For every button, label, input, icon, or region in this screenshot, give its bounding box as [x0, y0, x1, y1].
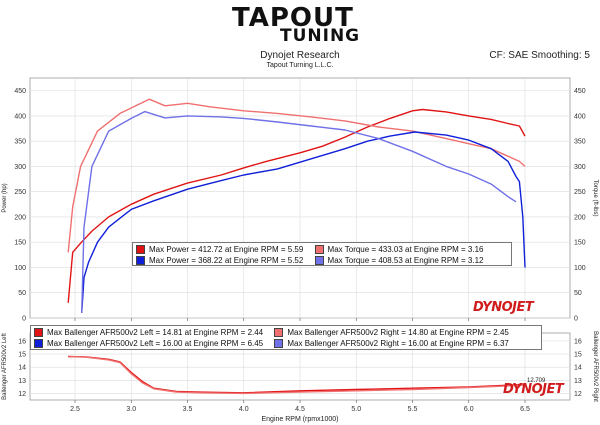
y-tick-label-left: 200: [14, 214, 26, 221]
y-tick-label-right: 12: [574, 391, 582, 398]
dynojet-logo: DYNOJET: [473, 300, 534, 315]
legend-item: Max Ballenger AFR500v2 Left = 16.00 at E…: [31, 338, 263, 349]
y-tick-label-right: 13: [574, 378, 582, 385]
chart-title: Dynojet Research: [260, 50, 340, 61]
tuning-logo: TUNING: [280, 26, 361, 46]
y-tick-label-left: 0: [22, 316, 26, 323]
y-axis-label-left: Power (hp): [2, 183, 8, 212]
x-tick-label: 4.5: [295, 406, 305, 413]
legend-swatch-red: [136, 245, 145, 254]
y-tick-label-left: 100: [14, 265, 26, 272]
tapout-logo: TAPOUT: [232, 3, 354, 33]
y-tick-label-right: 100: [574, 265, 586, 272]
legend-swatch-blue: [34, 339, 43, 348]
y-tick-label-right: 300: [574, 164, 586, 171]
legend-swatch-red-light: [274, 328, 284, 337]
legend-text: Max Power = 368.22 at Engine RPM = 5.52: [149, 256, 304, 265]
legend-text: Max Ballenger AFR500v2 Left = 16.00 at E…: [47, 339, 264, 348]
legend-swatch-red-light: [314, 245, 324, 254]
power-legend: Max Power = 412.72 at Engine RPM = 5.59 …: [132, 242, 512, 266]
y-tick-label-left: 250: [14, 189, 26, 196]
series-line: [67, 108, 526, 303]
y-tick-label-right: 50: [574, 290, 582, 297]
chart-subtitle: Tapout Turning L.L.C.: [266, 62, 334, 69]
legend-item: Max Torque = 433.03 at Engine RPM = 3.16: [312, 244, 484, 255]
y-tick-label-right: 250: [574, 189, 586, 196]
legend-text: Max Ballenger AFR500v2 Right = 14.80 at …: [287, 328, 509, 337]
series-line: [81, 131, 526, 313]
series-line: [81, 110, 517, 313]
dynojet-logo: DYNOJET: [503, 382, 564, 397]
afr-legend: Max Ballenger AFR500v2 Left = 14.81 at E…: [30, 325, 542, 350]
x-tick-label: 6.0: [464, 406, 474, 413]
y-axis-label-right: Torque (ft-lbs): [592, 179, 598, 216]
y-tick-label-right: 400: [574, 113, 586, 120]
series-line: [69, 355, 526, 395]
x-tick-label: 2.5: [70, 406, 80, 413]
y-axis-label-right: Ballenger AFR500v2 Right: [592, 331, 598, 402]
legend-item: Max Ballenger AFR500v2 Left = 14.81 at E…: [31, 327, 263, 338]
legend-text: Max Ballenger AFR500v2 Right = 16.00 at …: [287, 339, 509, 348]
y-tick-label-right: 15: [574, 352, 582, 359]
y-tick-label-right: 150: [574, 240, 586, 247]
y-tick-label-right: 14: [574, 365, 582, 372]
correction-factor-label: CF: SAE Smoothing: 5: [489, 50, 590, 61]
x-tick-label: 5.0: [351, 406, 361, 413]
y-tick-label-right: 450: [574, 88, 586, 95]
legend-item: Max Ballenger AFR500v2 Right = 16.00 at …: [271, 338, 509, 349]
y-tick-label-left: 50: [18, 290, 26, 297]
y-tick-label-left: 13: [18, 378, 26, 385]
y-tick-label-left: 14: [18, 365, 26, 372]
y-tick-label-left: 15: [18, 352, 26, 359]
y-tick-label-left: 350: [14, 139, 26, 146]
x-tick-label: 3.5: [183, 406, 193, 413]
x-tick-label: 4.0: [239, 406, 249, 413]
y-tick-label-right: 350: [574, 139, 586, 146]
legend-swatch-blue-light: [274, 339, 284, 348]
y-tick-label-left: 300: [14, 164, 26, 171]
y-tick-label-left: 450: [14, 88, 26, 95]
y-axis-label-left: Ballenger AFR500v2 Left: [2, 333, 8, 400]
legend-text: Max Power = 412.72 at Engine RPM = 5.59: [149, 245, 304, 254]
legend-item: Max Power = 368.22 at Engine RPM = 5.52: [133, 255, 303, 266]
x-tick-label: 3.0: [126, 406, 136, 413]
x-axis-label: Engine RPM (rpmx1000): [261, 416, 338, 423]
legend-item: Max Power = 412.72 at Engine RPM = 5.59: [133, 244, 303, 255]
y-tick-label-left: 12: [18, 391, 26, 398]
y-tick-label-left: 400: [14, 113, 26, 120]
legend-item: Max Torque = 408.53 at Engine RPM = 3.12: [312, 255, 484, 266]
y-tick-label-right: 200: [574, 214, 586, 221]
legend-text: Max Ballenger AFR500v2 Left = 14.81 at E…: [47, 328, 264, 337]
x-tick-label: 5.5: [408, 406, 418, 413]
legend-swatch-red: [34, 328, 43, 337]
legend-text: Max Torque = 433.03 at Engine RPM = 3.16: [327, 245, 484, 254]
end-value-label: 12.709: [527, 378, 546, 384]
legend-text: Max Torque = 408.53 at Engine RPM = 3.12: [327, 256, 484, 265]
y-tick-label-right: 0: [574, 316, 578, 323]
y-tick-label-right: 16: [574, 338, 582, 345]
y-tick-label-left: 150: [14, 240, 26, 247]
legend-swatch-blue: [136, 256, 145, 265]
legend-swatch-blue-light: [314, 256, 324, 265]
series-line: [67, 98, 526, 253]
y-tick-label-left: 16: [18, 338, 26, 345]
x-tick-label: 6.5: [520, 406, 530, 413]
legend-item: Max Ballenger AFR500v2 Right = 14.80 at …: [271, 327, 509, 338]
